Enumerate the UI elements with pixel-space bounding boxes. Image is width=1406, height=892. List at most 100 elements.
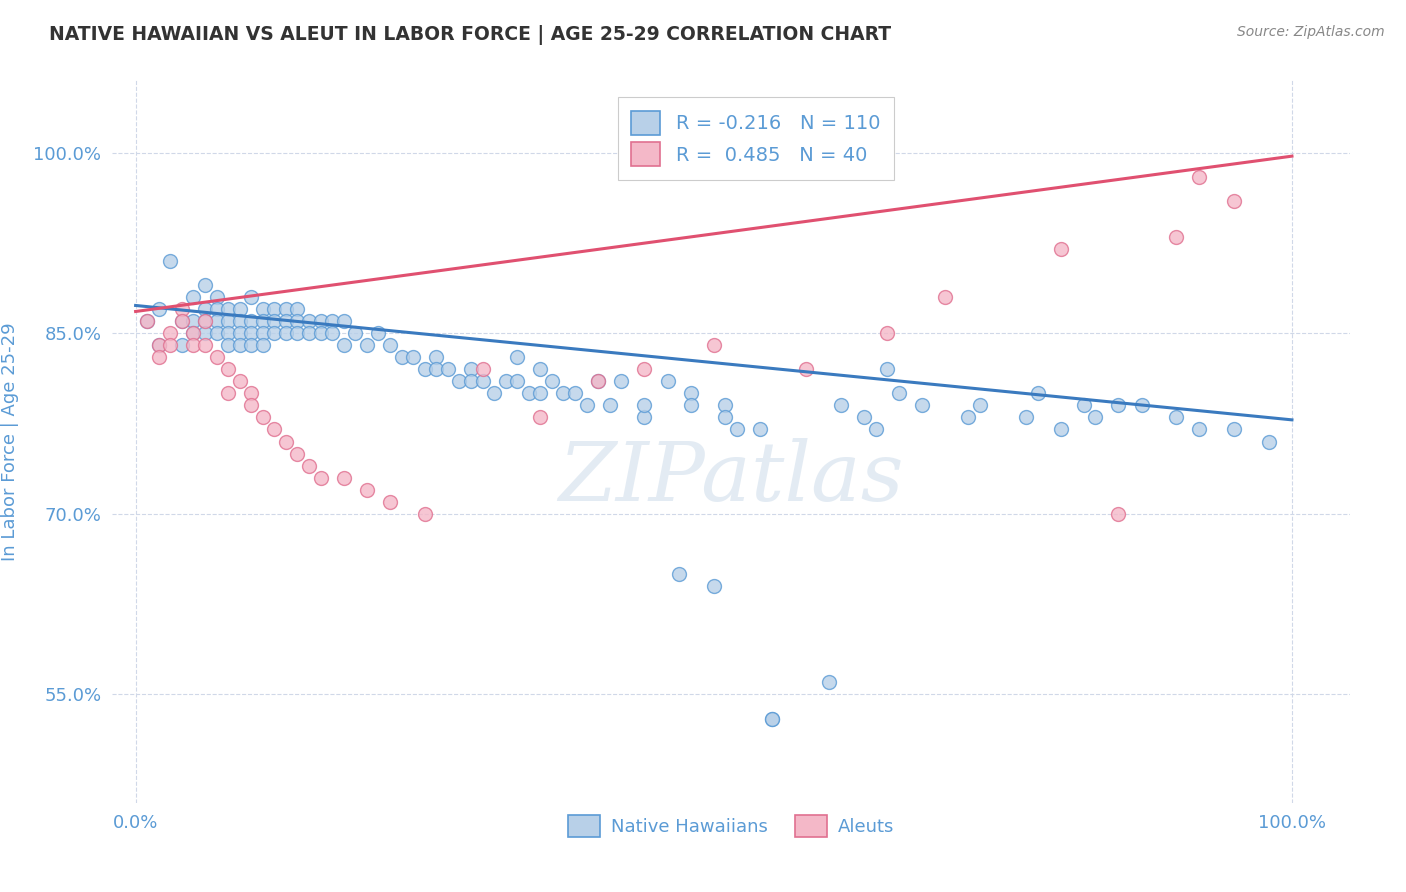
Point bbox=[714, 410, 737, 425]
Point bbox=[170, 301, 193, 317]
Point bbox=[460, 374, 482, 388]
Point bbox=[287, 446, 309, 460]
Point bbox=[228, 374, 250, 388]
Point bbox=[761, 711, 783, 725]
Point bbox=[969, 398, 991, 412]
Point bbox=[1049, 242, 1071, 256]
Point bbox=[252, 338, 274, 352]
Point bbox=[240, 386, 263, 401]
Point bbox=[876, 362, 898, 376]
Text: Source: ZipAtlas.com: Source: ZipAtlas.com bbox=[1237, 25, 1385, 39]
Point bbox=[321, 314, 343, 328]
Point bbox=[657, 374, 679, 388]
Point bbox=[274, 326, 297, 341]
Point bbox=[194, 277, 217, 292]
Y-axis label: In Labor Force | Age 25-29: In Labor Force | Age 25-29 bbox=[1, 322, 20, 561]
Point bbox=[471, 362, 494, 376]
Point bbox=[679, 386, 702, 401]
Point bbox=[205, 301, 228, 317]
Point bbox=[794, 362, 817, 376]
Point bbox=[205, 351, 228, 365]
Point bbox=[205, 326, 228, 341]
Point bbox=[449, 374, 471, 388]
Point bbox=[148, 301, 170, 317]
Point bbox=[252, 301, 274, 317]
Point bbox=[252, 326, 274, 341]
Point bbox=[425, 362, 447, 376]
Point bbox=[252, 314, 274, 328]
Point bbox=[586, 374, 609, 388]
Point bbox=[495, 374, 517, 388]
Point bbox=[274, 434, 297, 449]
Point bbox=[287, 314, 309, 328]
Point bbox=[332, 314, 354, 328]
Point bbox=[240, 314, 263, 328]
Point bbox=[274, 301, 297, 317]
Point bbox=[482, 386, 505, 401]
Point bbox=[1130, 398, 1153, 412]
Point bbox=[240, 290, 263, 304]
Point bbox=[506, 351, 529, 365]
Point bbox=[367, 326, 389, 341]
Point bbox=[1257, 434, 1279, 449]
Point bbox=[761, 711, 783, 725]
Point bbox=[1223, 423, 1246, 437]
Point bbox=[287, 326, 309, 341]
Point bbox=[668, 567, 690, 582]
Point bbox=[263, 314, 285, 328]
Point bbox=[1015, 410, 1038, 425]
Point bbox=[356, 338, 378, 352]
Point bbox=[183, 290, 205, 304]
Point bbox=[378, 494, 401, 508]
Point bbox=[413, 362, 436, 376]
Point bbox=[1223, 194, 1246, 208]
Point bbox=[148, 351, 170, 365]
Point bbox=[599, 398, 621, 412]
Point bbox=[228, 326, 250, 341]
Text: NATIVE HAWAIIAN VS ALEUT IN LABOR FORCE | AGE 25-29 CORRELATION CHART: NATIVE HAWAIIAN VS ALEUT IN LABOR FORCE … bbox=[49, 25, 891, 45]
Point bbox=[391, 351, 413, 365]
Point bbox=[911, 398, 934, 412]
Point bbox=[170, 338, 193, 352]
Point bbox=[217, 338, 239, 352]
Point bbox=[1084, 410, 1107, 425]
Point bbox=[957, 410, 980, 425]
Point bbox=[240, 398, 263, 412]
Legend: Native Hawaiians, Aleuts: Native Hawaiians, Aleuts bbox=[561, 808, 901, 845]
Point bbox=[159, 326, 181, 341]
Point bbox=[183, 314, 205, 328]
Point bbox=[298, 326, 321, 341]
Point bbox=[217, 386, 239, 401]
Point bbox=[159, 338, 181, 352]
Point bbox=[298, 314, 321, 328]
Point bbox=[183, 338, 205, 352]
Point bbox=[586, 374, 609, 388]
Point bbox=[725, 423, 748, 437]
Point bbox=[413, 507, 436, 521]
Point bbox=[228, 338, 250, 352]
Text: ZIPatlas: ZIPatlas bbox=[558, 438, 904, 517]
Point bbox=[332, 471, 354, 485]
Point bbox=[1026, 386, 1049, 401]
Point bbox=[344, 326, 367, 341]
Point bbox=[274, 314, 297, 328]
Point bbox=[194, 326, 217, 341]
Point bbox=[703, 338, 725, 352]
Point bbox=[610, 374, 633, 388]
Point bbox=[402, 351, 425, 365]
Point bbox=[170, 314, 193, 328]
Point bbox=[749, 423, 772, 437]
Point bbox=[564, 386, 586, 401]
Point bbox=[205, 290, 228, 304]
Point bbox=[887, 386, 910, 401]
Point bbox=[217, 301, 239, 317]
Point bbox=[136, 314, 159, 328]
Point bbox=[633, 362, 655, 376]
Point bbox=[309, 314, 332, 328]
Point bbox=[217, 326, 239, 341]
Point bbox=[287, 301, 309, 317]
Point bbox=[853, 410, 876, 425]
Point bbox=[194, 301, 217, 317]
Point bbox=[228, 301, 250, 317]
Point bbox=[298, 458, 321, 473]
